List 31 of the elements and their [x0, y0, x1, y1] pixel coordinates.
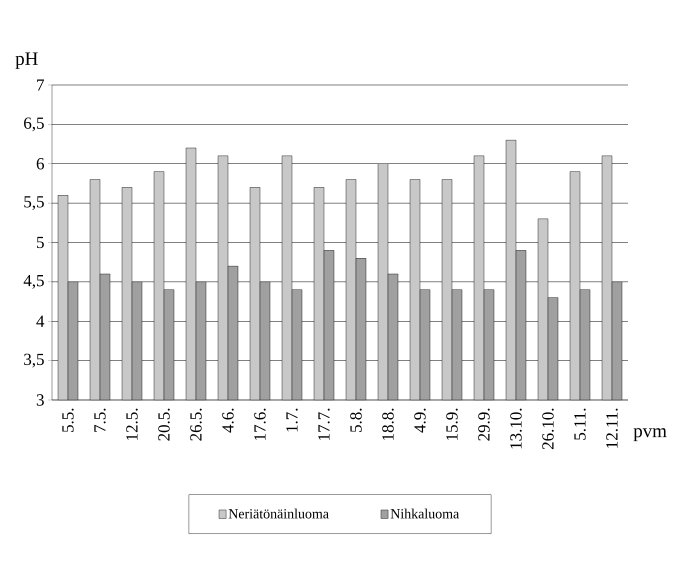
x-tick-label: 20.5.	[158, 408, 170, 441]
x-tick-label: 7.5.	[94, 408, 106, 432]
x-tick-label: 1.7.	[286, 408, 298, 432]
x-tick-label: 12.5.	[126, 408, 138, 440]
x-tick-label: 12.11.	[606, 408, 618, 448]
y-tick-label: 3,5	[24, 354, 44, 368]
x-tick-label: 15.9.	[446, 408, 458, 440]
x-tick-label: 29.9.	[478, 408, 490, 441]
x-axis-title: pvm	[634, 428, 667, 442]
y-tick-label: 6	[36, 158, 44, 170]
x-tick-label: 5.8.	[350, 408, 362, 432]
x-tick-label: 5.11.	[574, 408, 586, 440]
y-tick-label: 6,5	[24, 117, 44, 132]
legend-label: Nihkaluoma	[390, 508, 460, 518]
y-tick-label: 5,5	[24, 196, 44, 210]
x-tick-label: 13.10.	[510, 408, 522, 448]
x-tick-label: 26.10.	[542, 408, 554, 450]
legend-label: Neriätönäinluoma	[228, 508, 329, 518]
x-tick-label: 4.6.	[222, 408, 234, 433]
y-tick-label: 7	[37, 79, 44, 91]
x-tick-label: 5.5.	[62, 408, 74, 432]
x-tick-label: 17.7.	[318, 408, 330, 440]
y-tick-label: 4	[36, 316, 44, 327]
y-tick-label: 5	[37, 236, 44, 248]
x-tick-label: 4.9.	[414, 408, 426, 433]
x-tick-label: 26.5.	[190, 408, 202, 441]
y-tick-label: 3	[36, 394, 44, 406]
x-tick-label: 18.8.	[382, 408, 394, 440]
y-axis-title: pH	[16, 52, 38, 69]
y-tick-label: 4,5	[24, 275, 44, 289]
x-tick-label: 17.6.	[254, 408, 266, 440]
